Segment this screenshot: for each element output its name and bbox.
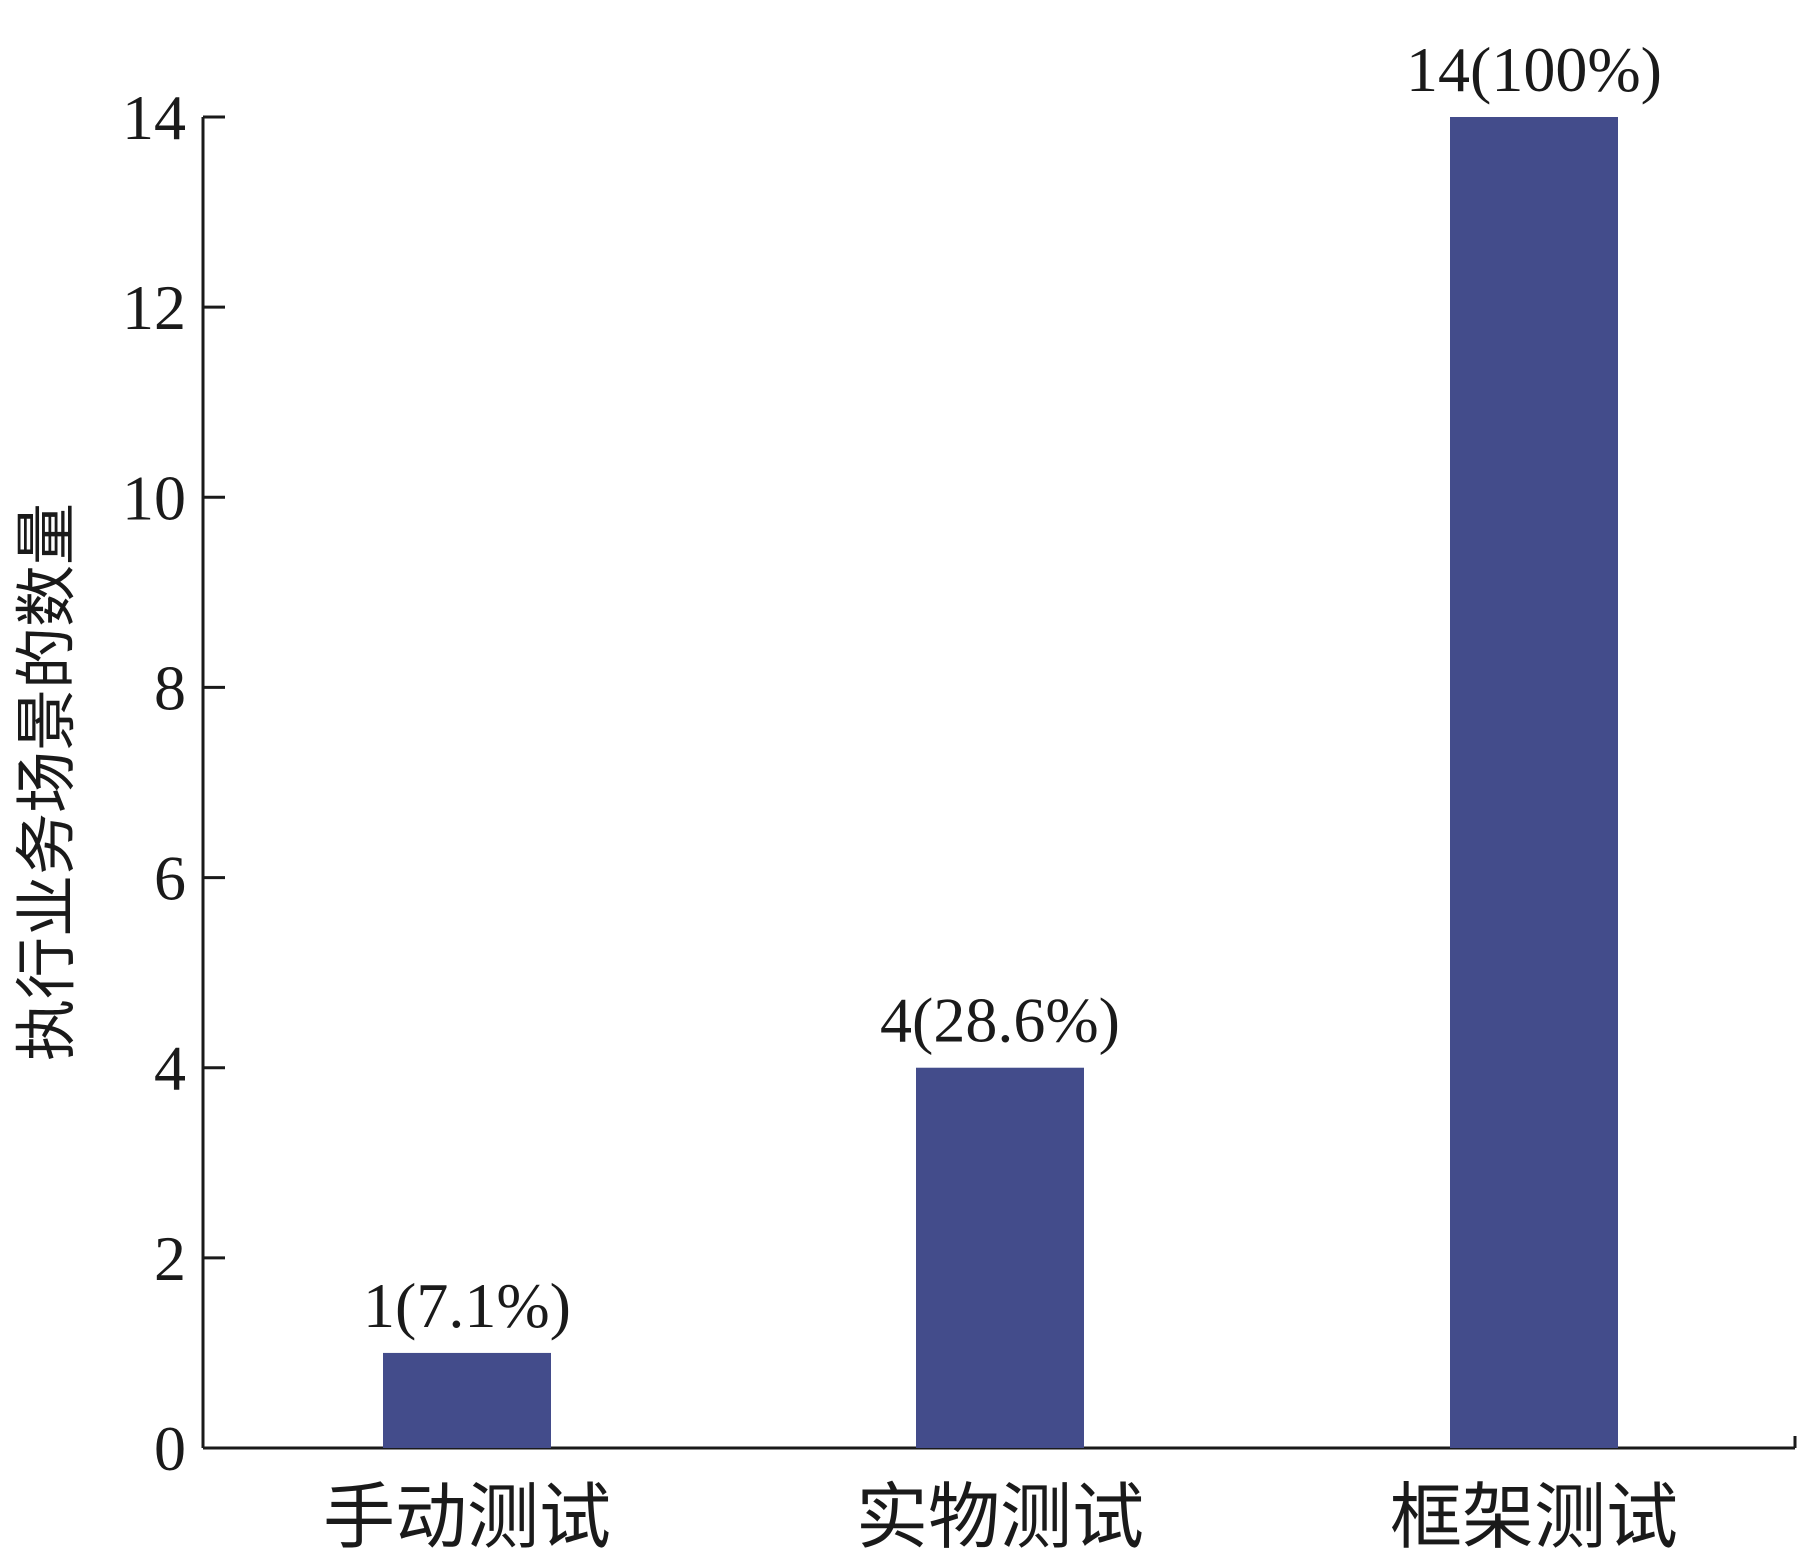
data-label: 14(100%)	[1406, 34, 1662, 105]
bar	[383, 1352, 551, 1448]
data-labels: 1(7.1%) 4(28.6%) 14(100%)	[363, 34, 1662, 1341]
y-tick-label: 0	[154, 1413, 186, 1484]
y-tick-label: 12	[122, 272, 186, 343]
y-tick-label: 14	[122, 82, 186, 153]
bars	[383, 117, 1618, 1448]
y-tick-label: 6	[154, 843, 186, 914]
bar	[916, 1067, 1084, 1448]
bar	[1450, 117, 1618, 1448]
x-tick-label: 手动测试	[323, 1478, 611, 1556]
data-label: 4(28.6%)	[880, 985, 1120, 1056]
y-tick-label: 8	[154, 652, 186, 723]
x-tick-label: 实物测试	[856, 1478, 1144, 1556]
y-tick-label: 10	[122, 462, 186, 533]
y-tick-label: 4	[154, 1033, 186, 1104]
y-axis-label: 执行业务场景的数量	[14, 503, 82, 1061]
x-tick-labels: 手动测试 实物测试 框架测试	[323, 1478, 1678, 1558]
y-tick-label: 2	[154, 1223, 186, 1294]
y-ticks: 0 2 4 6 8 10 12 14	[122, 82, 225, 1484]
data-label: 1(7.1%)	[363, 1270, 571, 1341]
x-tick-label: 框架测试	[1390, 1478, 1678, 1556]
